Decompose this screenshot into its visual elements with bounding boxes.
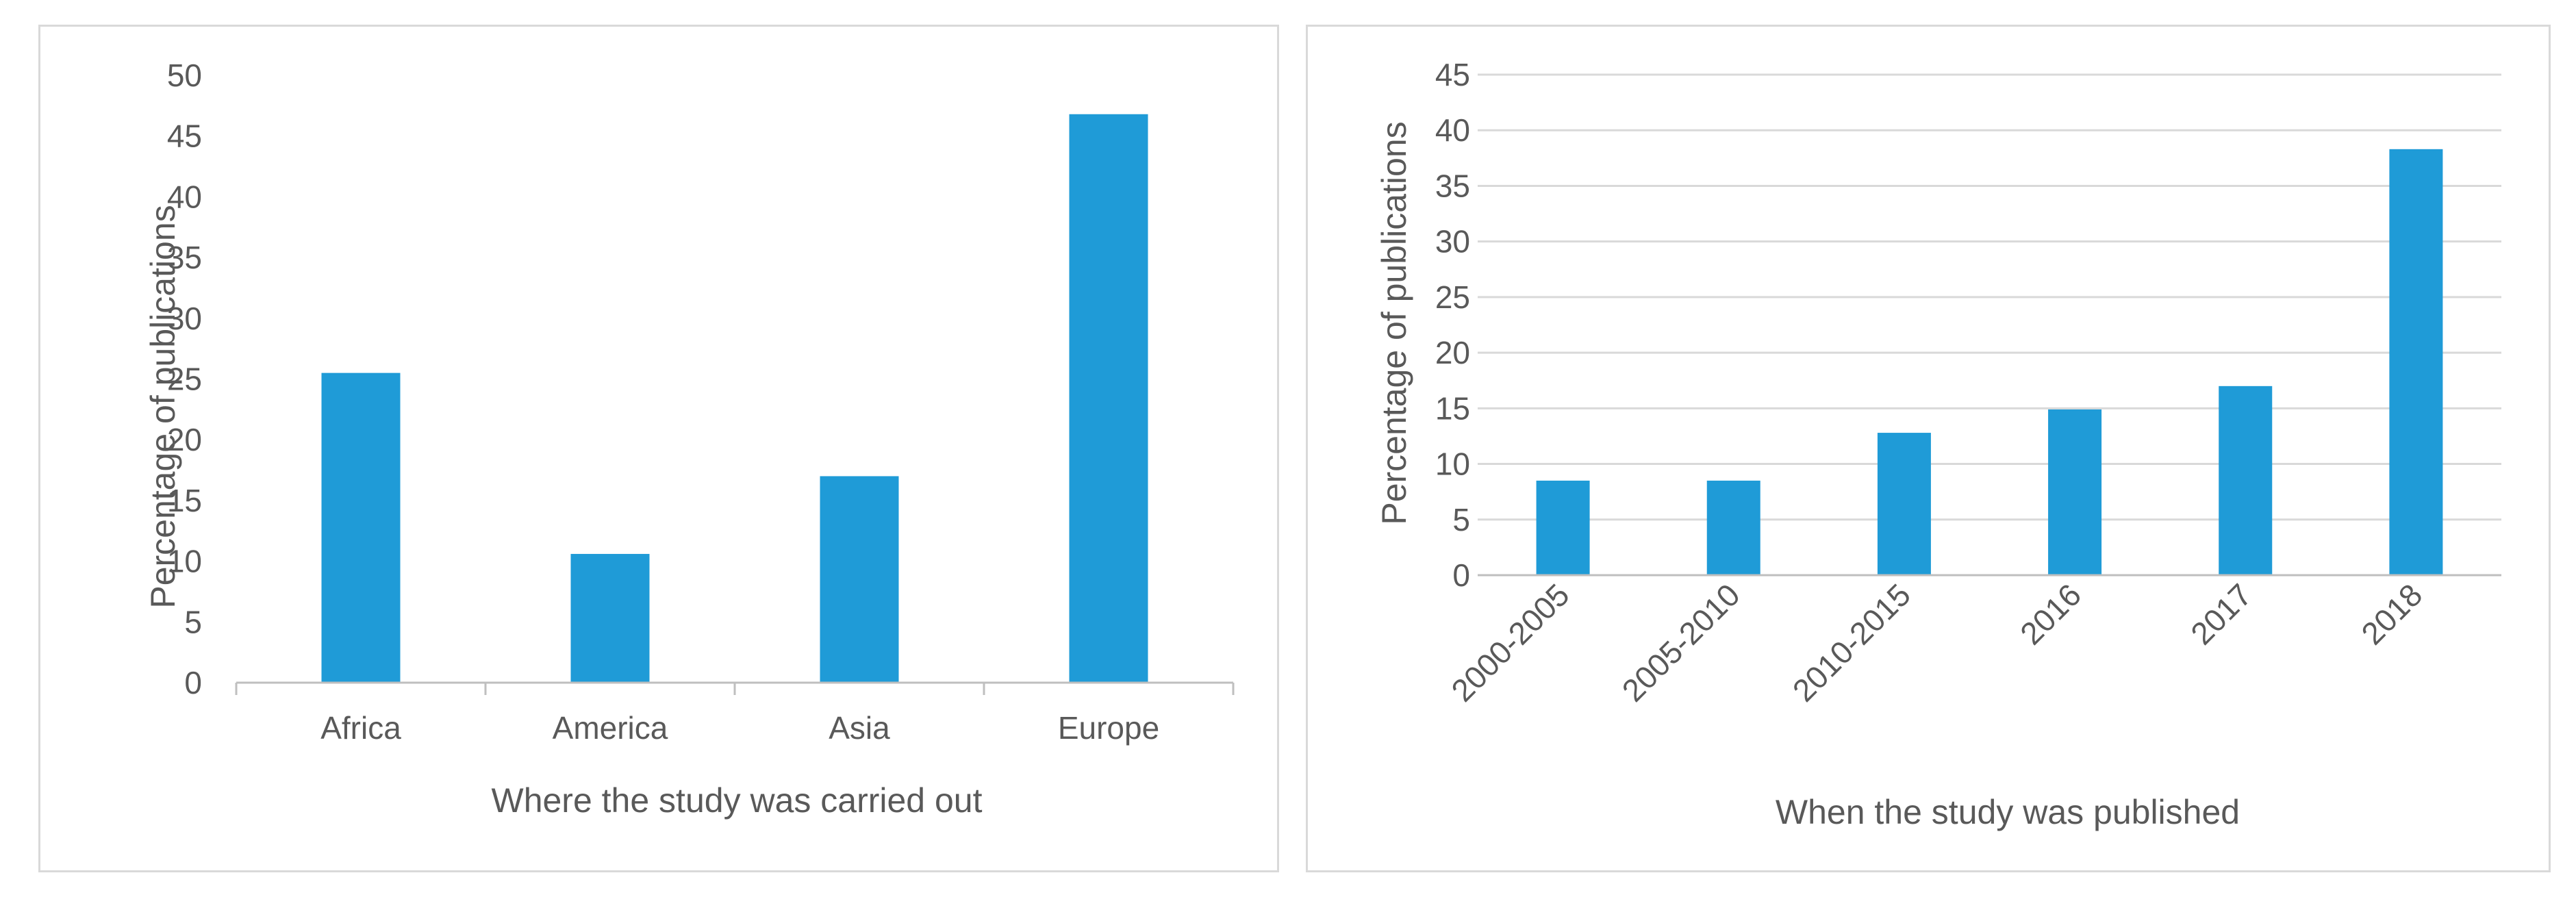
- y-tick-label: 35: [167, 240, 202, 275]
- x-tick-label: 2018: [2354, 577, 2429, 651]
- y-tick-label: 5: [1452, 502, 1470, 538]
- y-axis-ticks: 0 5 10 15 20 25 30 35 40 45: [1435, 57, 1470, 593]
- x-axis-title: Where the study was carried out: [492, 781, 983, 820]
- x-tick-label: 2000-2005: [1444, 577, 1576, 708]
- x-tick-label: America: [553, 710, 668, 746]
- bar: [570, 553, 650, 683]
- year-bar-chart: 0 5 10 15 20 25 30 35 40 45 2000-2005 2005-2010 201…: [1375, 57, 2501, 831]
- y-tick-label: 45: [167, 118, 202, 154]
- bar: [1536, 480, 1590, 575]
- y-axis-ticks: 0 5 10 15 20 25 30 35 40 45 50: [167, 58, 202, 700]
- y-axis-title: Percentage of publications: [144, 205, 182, 608]
- y-tick-label: 40: [167, 179, 202, 214]
- y-tick-label: 10: [167, 544, 202, 579]
- y-tick-label: 30: [167, 301, 202, 336]
- gridlines: [1478, 73, 2501, 577]
- bar: [1069, 114, 1148, 683]
- bar: [1706, 480, 1760, 575]
- x-tick-label: 2005-2010: [1615, 577, 1746, 708]
- y-tick-label: 10: [1435, 446, 1470, 482]
- x-tick-label: 2016: [2013, 577, 2088, 651]
- x-tick-label: Africa: [320, 710, 401, 746]
- y-axis-title: Percentage of publications: [1375, 121, 1413, 525]
- y-tick-label: 40: [1435, 112, 1470, 148]
- y-tick-label: 45: [1435, 57, 1470, 92]
- y-tick-label: 5: [184, 604, 202, 640]
- x-tick-label: Europe: [1058, 710, 1159, 746]
- y-tick-label: 0: [184, 665, 202, 700]
- y-tick-label: 0: [1452, 557, 1470, 593]
- y-tick-label: 50: [167, 58, 202, 93]
- y-tick-label: 30: [1435, 224, 1470, 260]
- bar: [820, 476, 899, 683]
- y-tick-label: 25: [1435, 279, 1470, 315]
- x-tick-label: Asia: [829, 710, 890, 746]
- y-tick-label: 25: [167, 362, 202, 397]
- y-tick-label: 15: [1435, 390, 1470, 426]
- bars: [1536, 149, 2443, 576]
- y-tick-label: 15: [167, 483, 202, 518]
- bar: [2389, 149, 2443, 576]
- bar: [2219, 386, 2273, 575]
- chart-panel-year: 0 5 10 15 20 25 30 35 40 45 2000-2005 2005-2010 201…: [1306, 25, 2551, 872]
- chart-panel-region: 0 5 10 15 20 25 30 35 40 45 50 Africa America Asia Eu…: [38, 25, 1279, 872]
- x-tick-label: 2010-2015: [1786, 577, 1917, 708]
- bar: [321, 372, 401, 683]
- bars: [321, 114, 1148, 683]
- x-axis: Africa America Asia Europe: [235, 681, 1235, 746]
- bar: [1877, 433, 1931, 575]
- region-bar-chart: 0 5 10 15 20 25 30 35 40 45 50 Africa America Asia Eu…: [144, 58, 1235, 820]
- y-tick-label: 20: [167, 422, 202, 457]
- x-axis-title: When the study was published: [1776, 793, 2240, 831]
- x-tick-label: 2017: [2184, 577, 2258, 651]
- x-axis: 2000-2005 2005-2010 2010-2015 2016 2017 2018: [1444, 574, 2501, 709]
- bar: [2048, 409, 2102, 575]
- y-tick-label: 20: [1435, 335, 1470, 370]
- y-tick-label: 35: [1435, 168, 1470, 203]
